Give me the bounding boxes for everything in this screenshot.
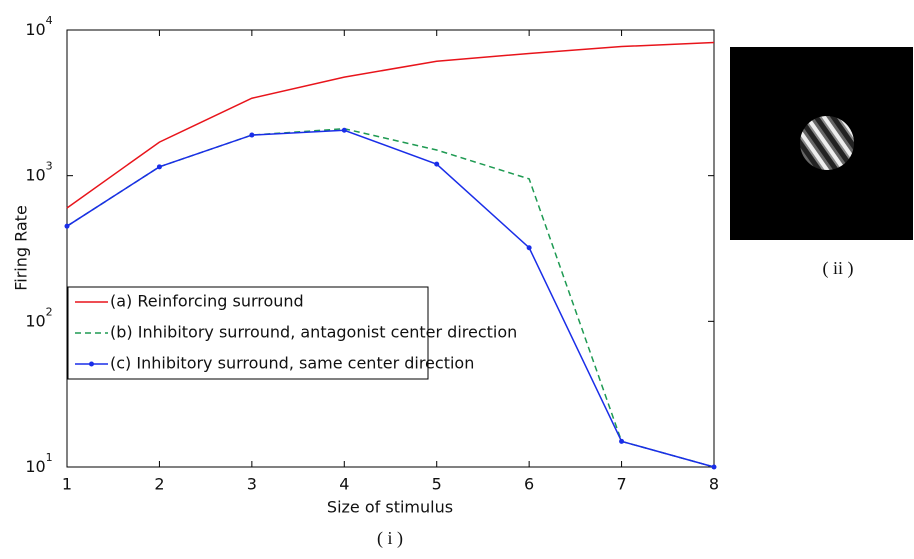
y-tick-label: 104: [25, 14, 52, 39]
tick-exponent: 4: [46, 14, 53, 27]
legend-marker: [89, 361, 94, 367]
x-tick-label: 8: [709, 475, 719, 494]
x-tick-label: 3: [247, 475, 257, 494]
legend-label: (a) Reinforcing surround: [110, 292, 304, 311]
series-line: [66, 41, 715, 209]
legend: (a) Reinforcing surround (b) Inhibitory s…: [67, 286, 517, 380]
legend-box: [67, 286, 429, 380]
tick-exponent: 1: [46, 451, 53, 464]
y-axis-label: Firing Rate: [12, 205, 31, 291]
point: [526, 245, 532, 251]
image-caption: ( ii ): [823, 258, 854, 279]
x-tick-label: 2: [154, 475, 164, 494]
x-tick-label: 1: [62, 475, 72, 494]
legend-label: (b) Inhibitory surround, antagonist cent…: [110, 323, 517, 342]
tick-base: 10: [25, 457, 45, 476]
plot-frame: [66, 29, 715, 468]
x-tick-label: 7: [616, 475, 626, 494]
point: [249, 132, 255, 138]
grating-disc: [800, 116, 854, 170]
point: [434, 161, 440, 167]
y-tick-label: 102: [25, 305, 52, 330]
caption: ( i ): [377, 528, 403, 549]
point: [64, 223, 70, 229]
point: [619, 438, 625, 444]
series-line: [66, 129, 715, 468]
y-tick-label: 101: [25, 451, 52, 476]
tick-exponent: 2: [46, 305, 53, 318]
x-tick-label: 4: [339, 475, 349, 494]
tick-base: 10: [25, 165, 45, 184]
y-tick-label: 103: [25, 160, 52, 185]
point: [341, 127, 347, 133]
tick-base: 10: [25, 311, 45, 330]
legend-label: (c) Inhibitory surround, same center dir…: [110, 354, 474, 373]
series-line: [66, 127, 715, 468]
x-tick-label: 6: [524, 475, 534, 494]
tick-exponent: 3: [46, 160, 53, 173]
point: [156, 164, 162, 170]
point: [711, 464, 717, 470]
tick-base: 10: [25, 20, 45, 39]
x-axis-label: Size of stimulus: [327, 498, 453, 517]
x-tick-label: 5: [432, 475, 442, 494]
